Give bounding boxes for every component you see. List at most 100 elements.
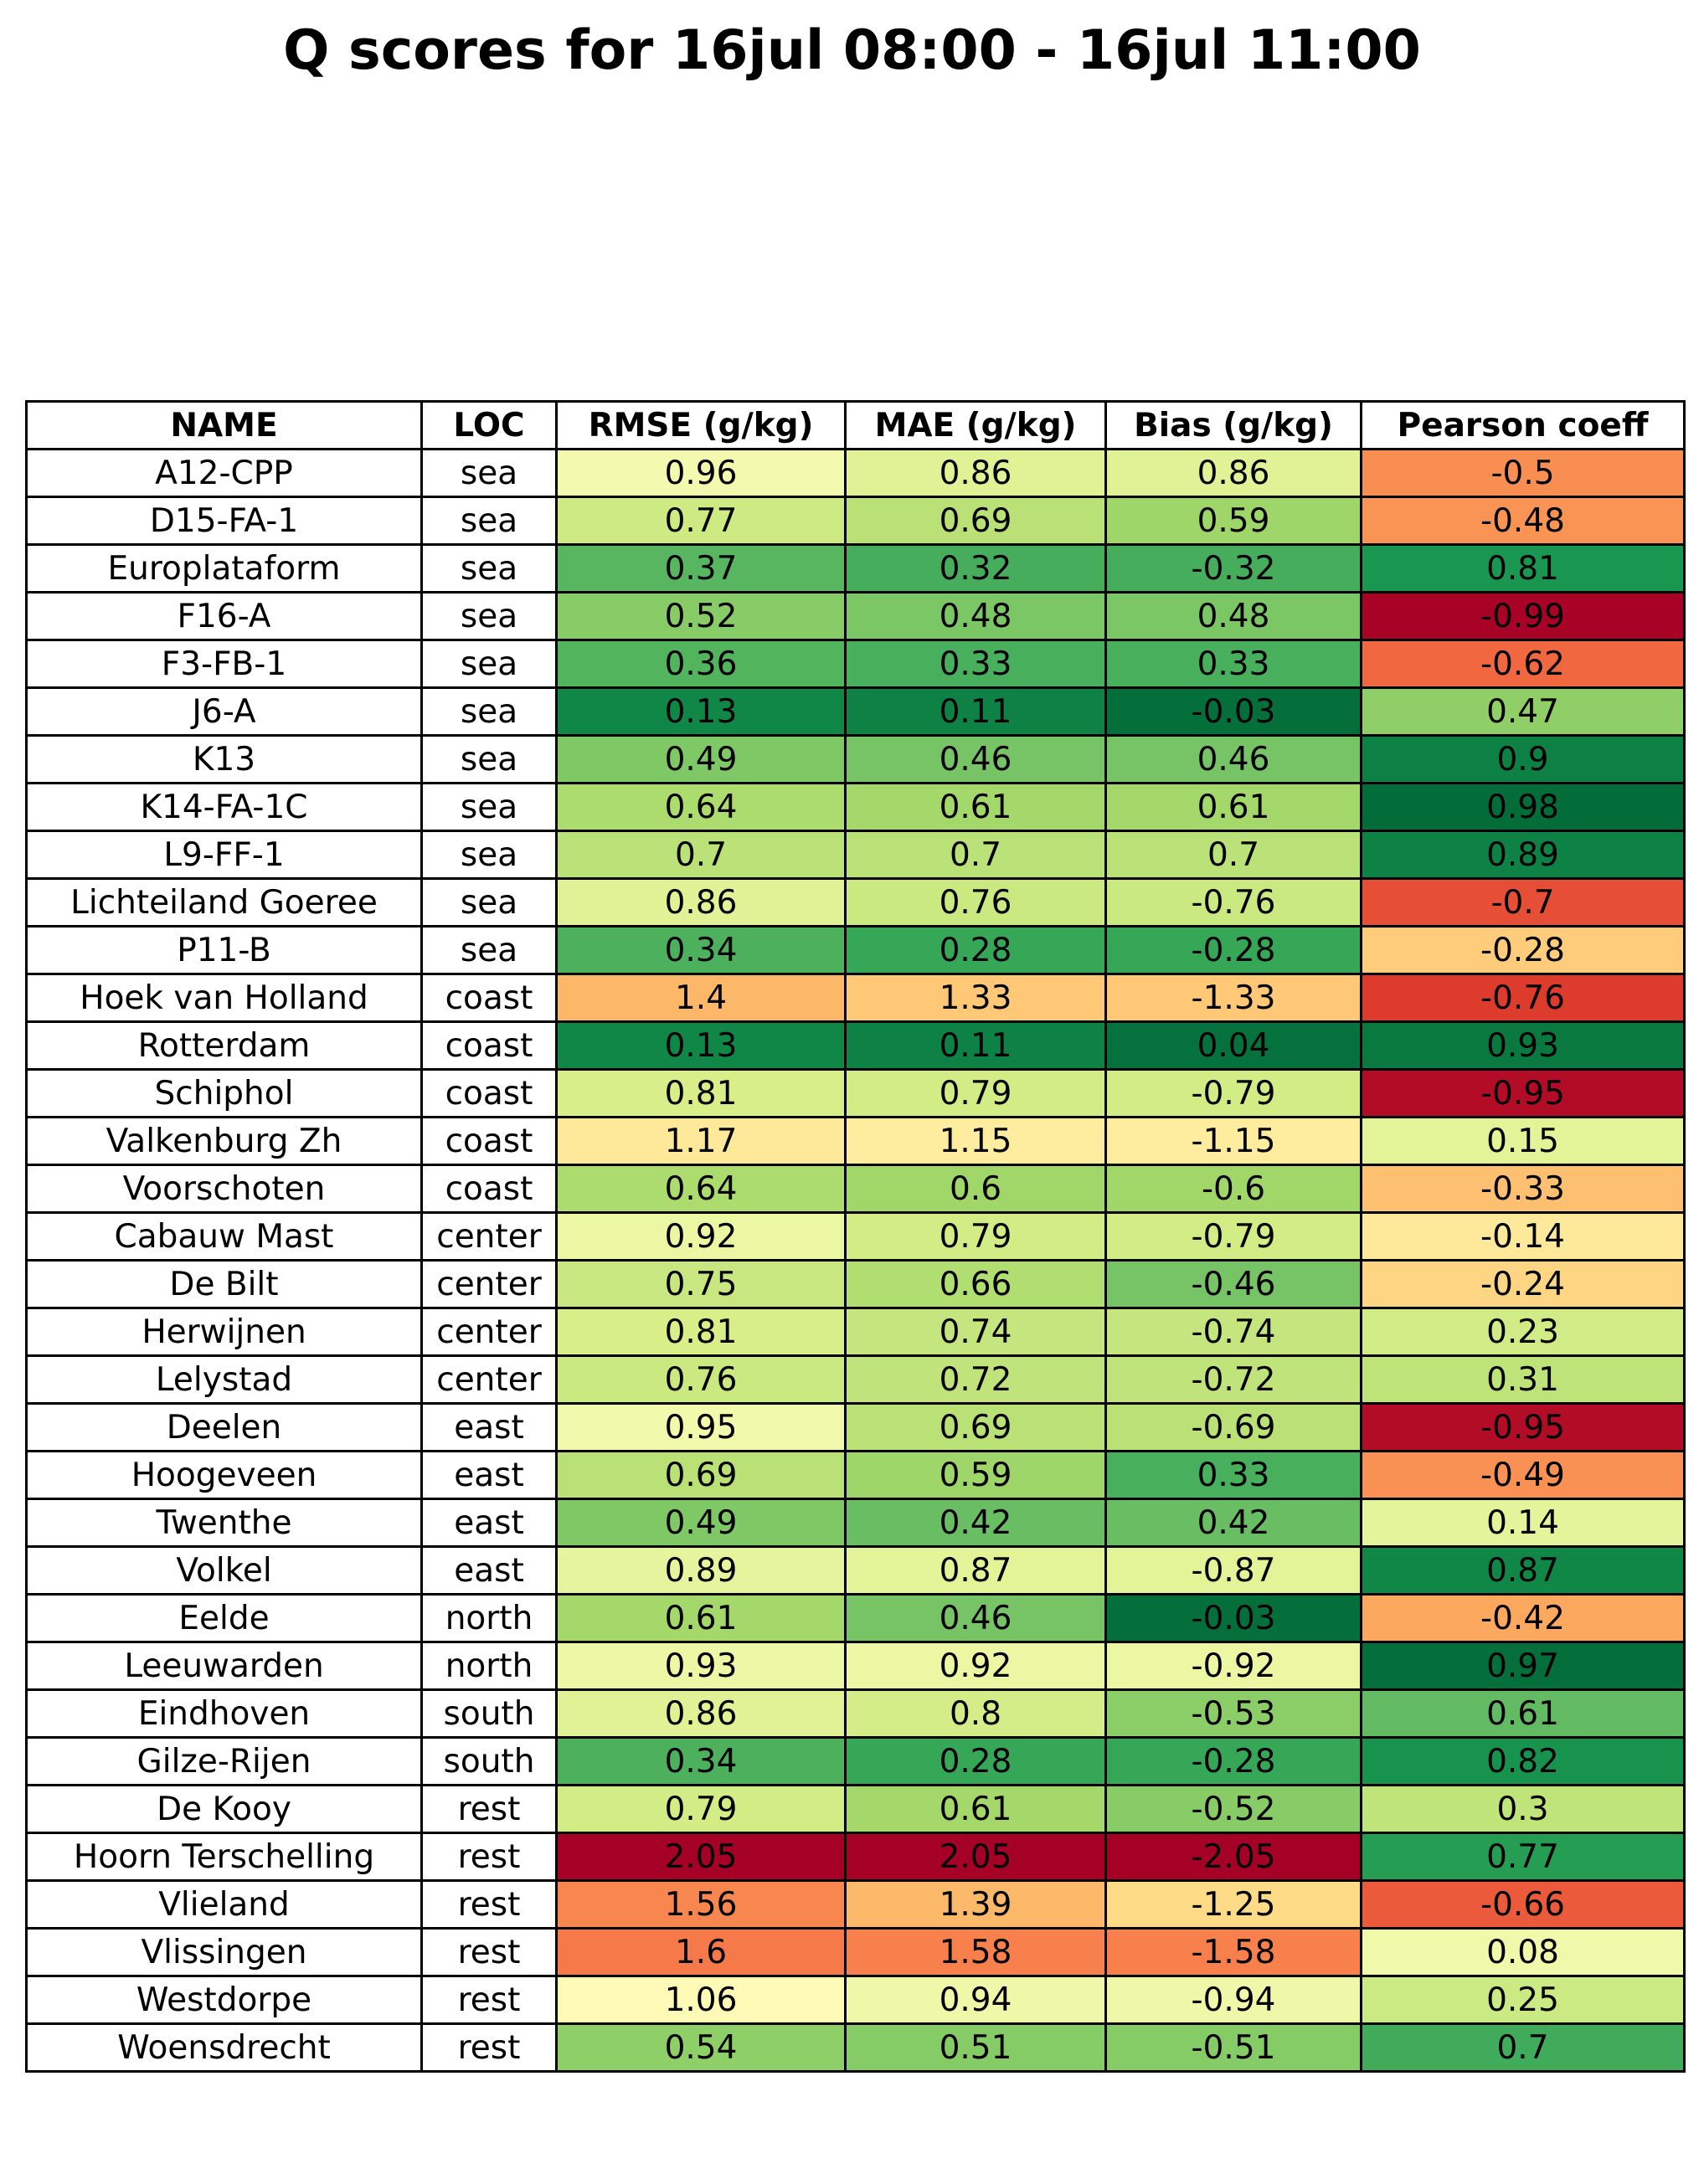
cell-pearson: 0.97 [1360, 1641, 1686, 1691]
cell-bias: 0.86 [1104, 448, 1362, 498]
cell-name: J6-A [25, 686, 423, 737]
cell-pearson: -0.49 [1360, 1450, 1686, 1500]
cell-name: Hoorn Terschelling [25, 1832, 423, 1882]
cell-pearson: -0.7 [1360, 877, 1686, 928]
cell-name: K14-FA-1C [25, 782, 423, 832]
cell-bias: -0.92 [1104, 1641, 1362, 1691]
cell-rmse: 0.81 [555, 1068, 847, 1118]
cell-rmse: 0.89 [555, 1545, 847, 1596]
cell-loc: south [420, 1688, 558, 1739]
cell-mae: 0.69 [844, 496, 1107, 546]
cell-pearson: 0.93 [1360, 1020, 1686, 1071]
cell-loc: rest [420, 1832, 558, 1882]
cell-rmse: 1.6 [555, 1927, 847, 1977]
cell-bias: -0.6 [1104, 1164, 1362, 1214]
cell-name: Twenthe [25, 1498, 423, 1548]
cell-rmse: 0.36 [555, 639, 847, 689]
table-row: L9-FF-1 sea 0.7 0.7 0.7 0.89 [25, 830, 1686, 880]
cell-pearson: 0.3 [1360, 1784, 1686, 1834]
cell-loc: coast [420, 973, 558, 1023]
cell-name: Vlieland [25, 1879, 423, 1930]
cell-pearson: -0.99 [1360, 591, 1686, 641]
cell-name: Schiphol [25, 1068, 423, 1118]
cell-name: Lichteiland Goeree [25, 877, 423, 928]
cell-bias: -0.52 [1104, 1784, 1362, 1834]
cell-bias: -0.79 [1104, 1211, 1362, 1262]
cell-mae: 0.33 [844, 639, 1107, 689]
cell-name: L9-FF-1 [25, 830, 423, 880]
cell-name: P11-B [25, 925, 423, 975]
cell-bias: 0.33 [1104, 639, 1362, 689]
cell-pearson: 0.61 [1360, 1688, 1686, 1739]
cell-rmse: 0.49 [555, 1498, 847, 1548]
cell-bias: 0.48 [1104, 591, 1362, 641]
cell-rmse: 1.56 [555, 1879, 847, 1930]
cell-name: F3-FB-1 [25, 639, 423, 689]
table-row: Vlieland rest 1.56 1.39 -1.25 -0.66 [25, 1879, 1686, 1930]
cell-bias: -0.28 [1104, 1736, 1362, 1786]
table-row: K14-FA-1C sea 0.64 0.61 0.61 0.98 [25, 782, 1686, 832]
cell-name: F16-A [25, 591, 423, 641]
cell-mae: 0.6 [844, 1164, 1107, 1214]
cell-pearson: 0.23 [1360, 1307, 1686, 1357]
table-row: D15-FA-1 sea 0.77 0.69 0.59 -0.48 [25, 496, 1686, 546]
cell-loc: rest [420, 1975, 558, 2025]
cell-mae: 1.39 [844, 1879, 1107, 1930]
cell-loc: rest [420, 1879, 558, 1930]
table-row: Cabauw Mast center 0.92 0.79 -0.79 -0.14 [25, 1211, 1686, 1262]
cell-name: Leeuwarden [25, 1641, 423, 1691]
table-row: Herwijnen center 0.81 0.74 -0.74 0.23 [25, 1307, 1686, 1357]
table-row: Eelde north 0.61 0.46 -0.03 -0.42 [25, 1593, 1686, 1643]
cell-mae: 0.79 [844, 1211, 1107, 1262]
cell-name: De Kooy [25, 1784, 423, 1834]
cell-loc: center [420, 1211, 558, 1262]
cell-name: D15-FA-1 [25, 496, 423, 546]
cell-mae: 0.86 [844, 448, 1107, 498]
cell-pearson: -0.24 [1360, 1259, 1686, 1309]
cell-loc: sea [420, 496, 558, 546]
table-row: K13 sea 0.49 0.46 0.46 0.9 [25, 734, 1686, 784]
header-bias: Bias (g/kg) [1104, 400, 1362, 450]
cell-name: Voorschoten [25, 1164, 423, 1214]
cell-rmse: 0.7 [555, 830, 847, 880]
cell-pearson: 0.81 [1360, 543, 1686, 594]
cell-mae: 0.11 [844, 686, 1107, 737]
table-row: Hoogeveen east 0.69 0.59 0.33 -0.49 [25, 1450, 1686, 1500]
cell-mae: 0.76 [844, 877, 1107, 928]
cell-name: Hoogeveen [25, 1450, 423, 1500]
table-row: F16-A sea 0.52 0.48 0.48 -0.99 [25, 591, 1686, 641]
cell-loc: rest [420, 1784, 558, 1834]
cell-bias: -1.33 [1104, 973, 1362, 1023]
cell-pearson: 0.7 [1360, 2022, 1686, 2073]
cell-bias: 0.59 [1104, 496, 1362, 546]
cell-name: K13 [25, 734, 423, 784]
cell-bias: -0.53 [1104, 1688, 1362, 1739]
cell-rmse: 0.61 [555, 1593, 847, 1643]
cell-rmse: 0.86 [555, 1688, 847, 1739]
cell-loc: coast [420, 1164, 558, 1214]
cell-bias: -1.58 [1104, 1927, 1362, 1977]
cell-loc: sea [420, 925, 558, 975]
cell-loc: sea [420, 686, 558, 737]
table-row: Woensdrecht rest 0.54 0.51 -0.51 0.7 [25, 2022, 1686, 2073]
cell-mae: 0.32 [844, 543, 1107, 594]
cell-pearson: 0.98 [1360, 782, 1686, 832]
cell-rmse: 1.4 [555, 973, 847, 1023]
table-body: A12-CPP sea 0.96 0.86 0.86 -0.5 D15-FA-1 sea 0.7… [25, 448, 1686, 2073]
header-pearson: Pearson coeff [1360, 400, 1686, 450]
cell-pearson: 0.15 [1360, 1116, 1686, 1166]
cell-rmse: 0.52 [555, 591, 847, 641]
chart-title: Q scores for 16jul 08:00 - 16jul 11:00 [283, 19, 1421, 82]
cell-bias: -0.28 [1104, 925, 1362, 975]
cell-name: Westdorpe [25, 1975, 423, 2025]
cell-mae: 0.59 [844, 1450, 1107, 1500]
cell-loc: sea [420, 591, 558, 641]
cell-bias: 0.61 [1104, 782, 1362, 832]
table-row: De Kooy rest 0.79 0.61 -0.52 0.3 [25, 1784, 1686, 1834]
cell-rmse: 0.86 [555, 877, 847, 928]
cell-pearson: -0.33 [1360, 1164, 1686, 1214]
cell-mae: 0.74 [844, 1307, 1107, 1357]
cell-name: De Bilt [25, 1259, 423, 1309]
cell-name: A12-CPP [25, 448, 423, 498]
cell-pearson: -0.48 [1360, 496, 1686, 546]
